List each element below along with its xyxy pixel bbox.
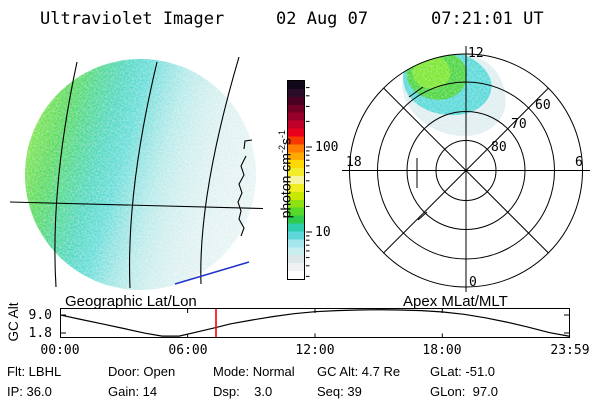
colorbar-ticks — [306, 87, 312, 277]
header-date: 02 Aug 07 — [276, 9, 369, 29]
mlat-label-60: 60 — [535, 98, 551, 113]
telemetry-mode: Mode: Normal — [213, 364, 295, 379]
limb-overlay-line — [237, 139, 253, 237]
polar-plot — [342, 46, 590, 292]
orbit-track-line — [174, 261, 250, 285]
polar-caption: Apex MLat/MLT — [403, 293, 508, 310]
mlt-label-6: 6 — [575, 155, 583, 170]
colorbar-label-exp2: -1 — [277, 130, 287, 139]
uv-disk-image — [9, 56, 264, 290]
telemetry-door: Door: Open — [108, 364, 176, 379]
lat-lon-graticule — [9, 56, 264, 289]
xtick-1200: 12:00 — [295, 343, 335, 358]
xtick-0000: 00:00 — [40, 343, 80, 358]
colorbar-tick-10: 10 — [315, 225, 331, 240]
colorbar-label: photon cm-2s-1 — [261, 32, 294, 332]
telemetry-ip: IP: 36.0 — [7, 384, 52, 399]
xtick-2359: 23:59 — [550, 343, 590, 358]
header-time: 07:21:01 UT — [431, 9, 544, 29]
ytick-1-8: 1.8 — [28, 326, 52, 341]
altitude-curve — [59, 309, 571, 337]
page-title: Ultraviolet Imager — [40, 9, 225, 29]
colorbar-label-exp1: -2 — [277, 145, 287, 154]
colorbar-label-base: photon cm — [277, 153, 294, 219]
mlt-label-18: 18 — [346, 155, 362, 170]
mlat-mlt-grid — [342, 46, 590, 292]
colorbar-tick-100: 100 — [315, 140, 339, 155]
mlt-label-12: 12 — [468, 46, 484, 61]
telemetry-glon: GLon: 97.0 — [430, 384, 498, 399]
altitude-plot — [59, 308, 571, 338]
ytick-9: 9.0 — [28, 308, 52, 323]
telemetry-gain: Gain: 14 — [108, 384, 158, 399]
colorbar — [287, 80, 305, 280]
xtick-1800: 18:00 — [422, 343, 462, 358]
xtick-0600: 06:00 — [168, 343, 208, 358]
disk-caption: Geographic Lat/Lon — [65, 293, 197, 310]
telemetry-seq: Seq: 39 — [317, 384, 362, 399]
telemetry-flt: Flt: LBHL — [7, 364, 62, 379]
mlat-label-70: 70 — [511, 117, 527, 132]
telemetry-glat: GLat: -51.0 — [430, 364, 496, 379]
telemetry-gcalt: GC Alt: 4.7 Re — [317, 364, 401, 379]
mlt-label-0: 0 — [469, 275, 477, 290]
aurora-patch — [400, 54, 510, 141]
telemetry-dsp: Dsp: 3.0 — [213, 384, 273, 399]
mlat-label-80: 80 — [491, 140, 507, 155]
colorbar-label-s: s — [277, 138, 294, 146]
